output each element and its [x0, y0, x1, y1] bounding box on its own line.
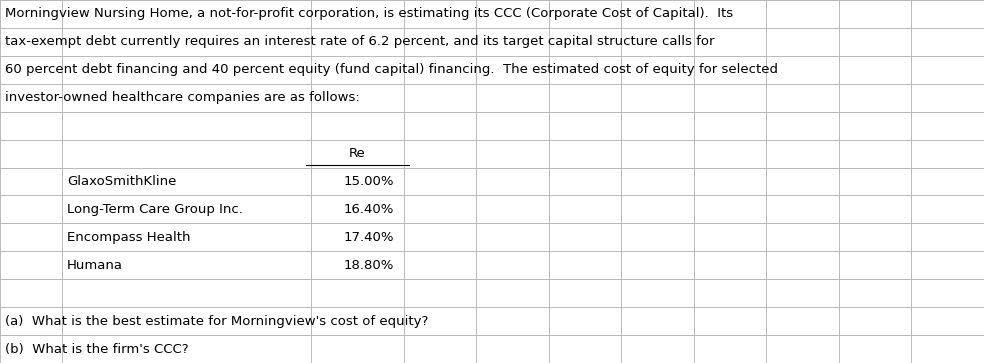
Text: GlaxoSmithKline: GlaxoSmithKline [67, 175, 176, 188]
Text: Humana: Humana [67, 259, 123, 272]
Text: 16.40%: 16.40% [343, 203, 395, 216]
Text: Encompass Health: Encompass Health [67, 231, 191, 244]
Text: Morningview Nursing Home, a not-for-profit corporation, is estimating its CCC (C: Morningview Nursing Home, a not-for-prof… [5, 8, 733, 20]
Text: Long-Term Care Group Inc.: Long-Term Care Group Inc. [67, 203, 243, 216]
Text: Re: Re [349, 147, 366, 160]
Text: 17.40%: 17.40% [343, 231, 395, 244]
Text: tax-exempt debt currently requires an interest rate of 6.2 percent, and its targ: tax-exempt debt currently requires an in… [5, 35, 714, 48]
Text: investor-owned healthcare companies are as follows:: investor-owned healthcare companies are … [5, 91, 360, 104]
Text: 60 percent debt financing and 40 percent equity (fund capital) financing.  The e: 60 percent debt financing and 40 percent… [5, 63, 778, 76]
Text: 15.00%: 15.00% [343, 175, 395, 188]
Text: 18.80%: 18.80% [343, 259, 395, 272]
Text: (b)  What is the firm's CCC?: (b) What is the firm's CCC? [5, 343, 189, 355]
Text: (a)  What is the best estimate for Morningview's cost of equity?: (a) What is the best estimate for Mornin… [5, 315, 428, 328]
